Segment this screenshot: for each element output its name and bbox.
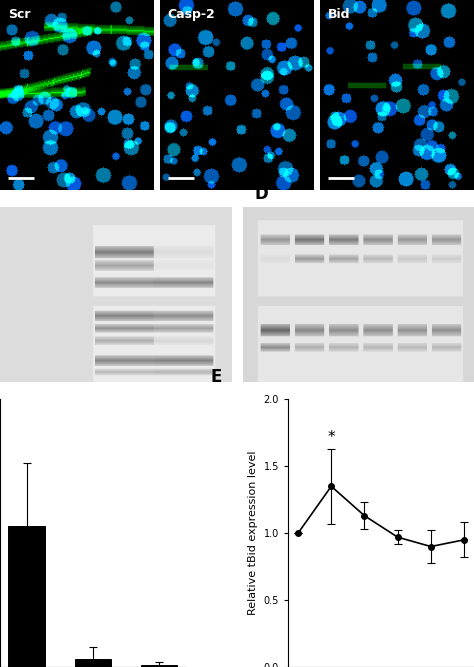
- Text: D: D: [255, 185, 268, 203]
- Text: Bid: Bid: [328, 7, 350, 21]
- Text: Casp-2: Casp-2: [168, 7, 216, 21]
- Text: E: E: [210, 368, 221, 386]
- Text: Scr: Scr: [8, 7, 30, 21]
- Bar: [75, 659, 111, 667]
- Y-axis label: Relative tBid expression level: Relative tBid expression level: [248, 451, 258, 616]
- Text: *: *: [328, 430, 335, 445]
- Bar: [9, 526, 45, 667]
- Bar: [141, 665, 177, 667]
